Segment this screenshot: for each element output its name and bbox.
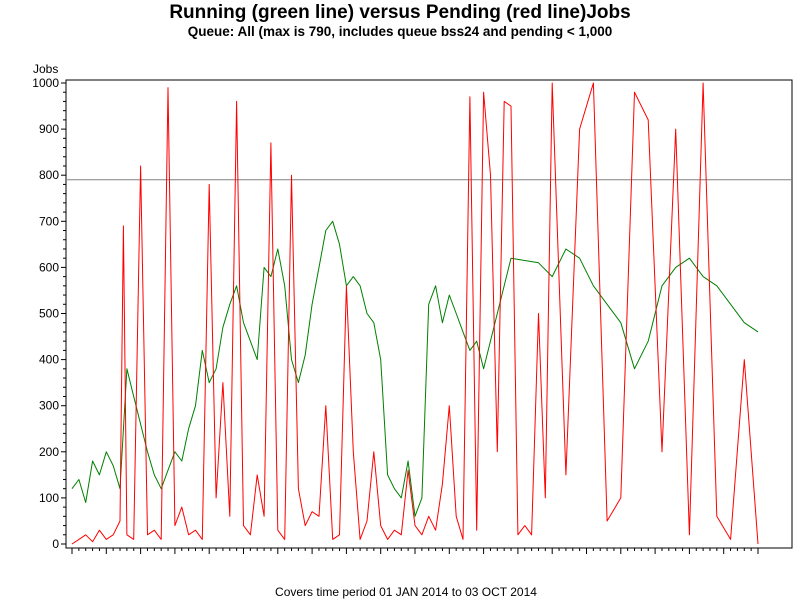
chart-title: Running (green line) versus Pending (red…: [169, 2, 630, 23]
y-tick-label: 900: [39, 122, 59, 136]
y-tick-label: 400: [39, 353, 59, 367]
x-axis: [71, 548, 759, 554]
y-tick-label: 100: [39, 491, 59, 505]
y-tick-label: 0: [52, 537, 59, 551]
y-tick-label: 500: [39, 307, 59, 321]
footnote: Covers time period 01 JAN 2014 to 03 OCT…: [275, 585, 537, 599]
series-group: [71, 82, 759, 545]
y-tick-label: 600: [39, 260, 59, 274]
y-tick-label: 800: [39, 168, 59, 182]
series-line-running: [71, 220, 759, 517]
y-tick-label: 300: [39, 399, 59, 413]
y-tick-label: 1000: [32, 76, 59, 90]
chart-subtitle: Queue: All (max is 790, includes queue b…: [188, 24, 613, 39]
y-tick-label: 700: [39, 214, 59, 228]
plot-frame: [65, 79, 793, 549]
y-tick-label: 200: [39, 445, 59, 459]
y-axis-label: Jobs: [33, 62, 58, 76]
series-line-pending: [71, 82, 759, 545]
